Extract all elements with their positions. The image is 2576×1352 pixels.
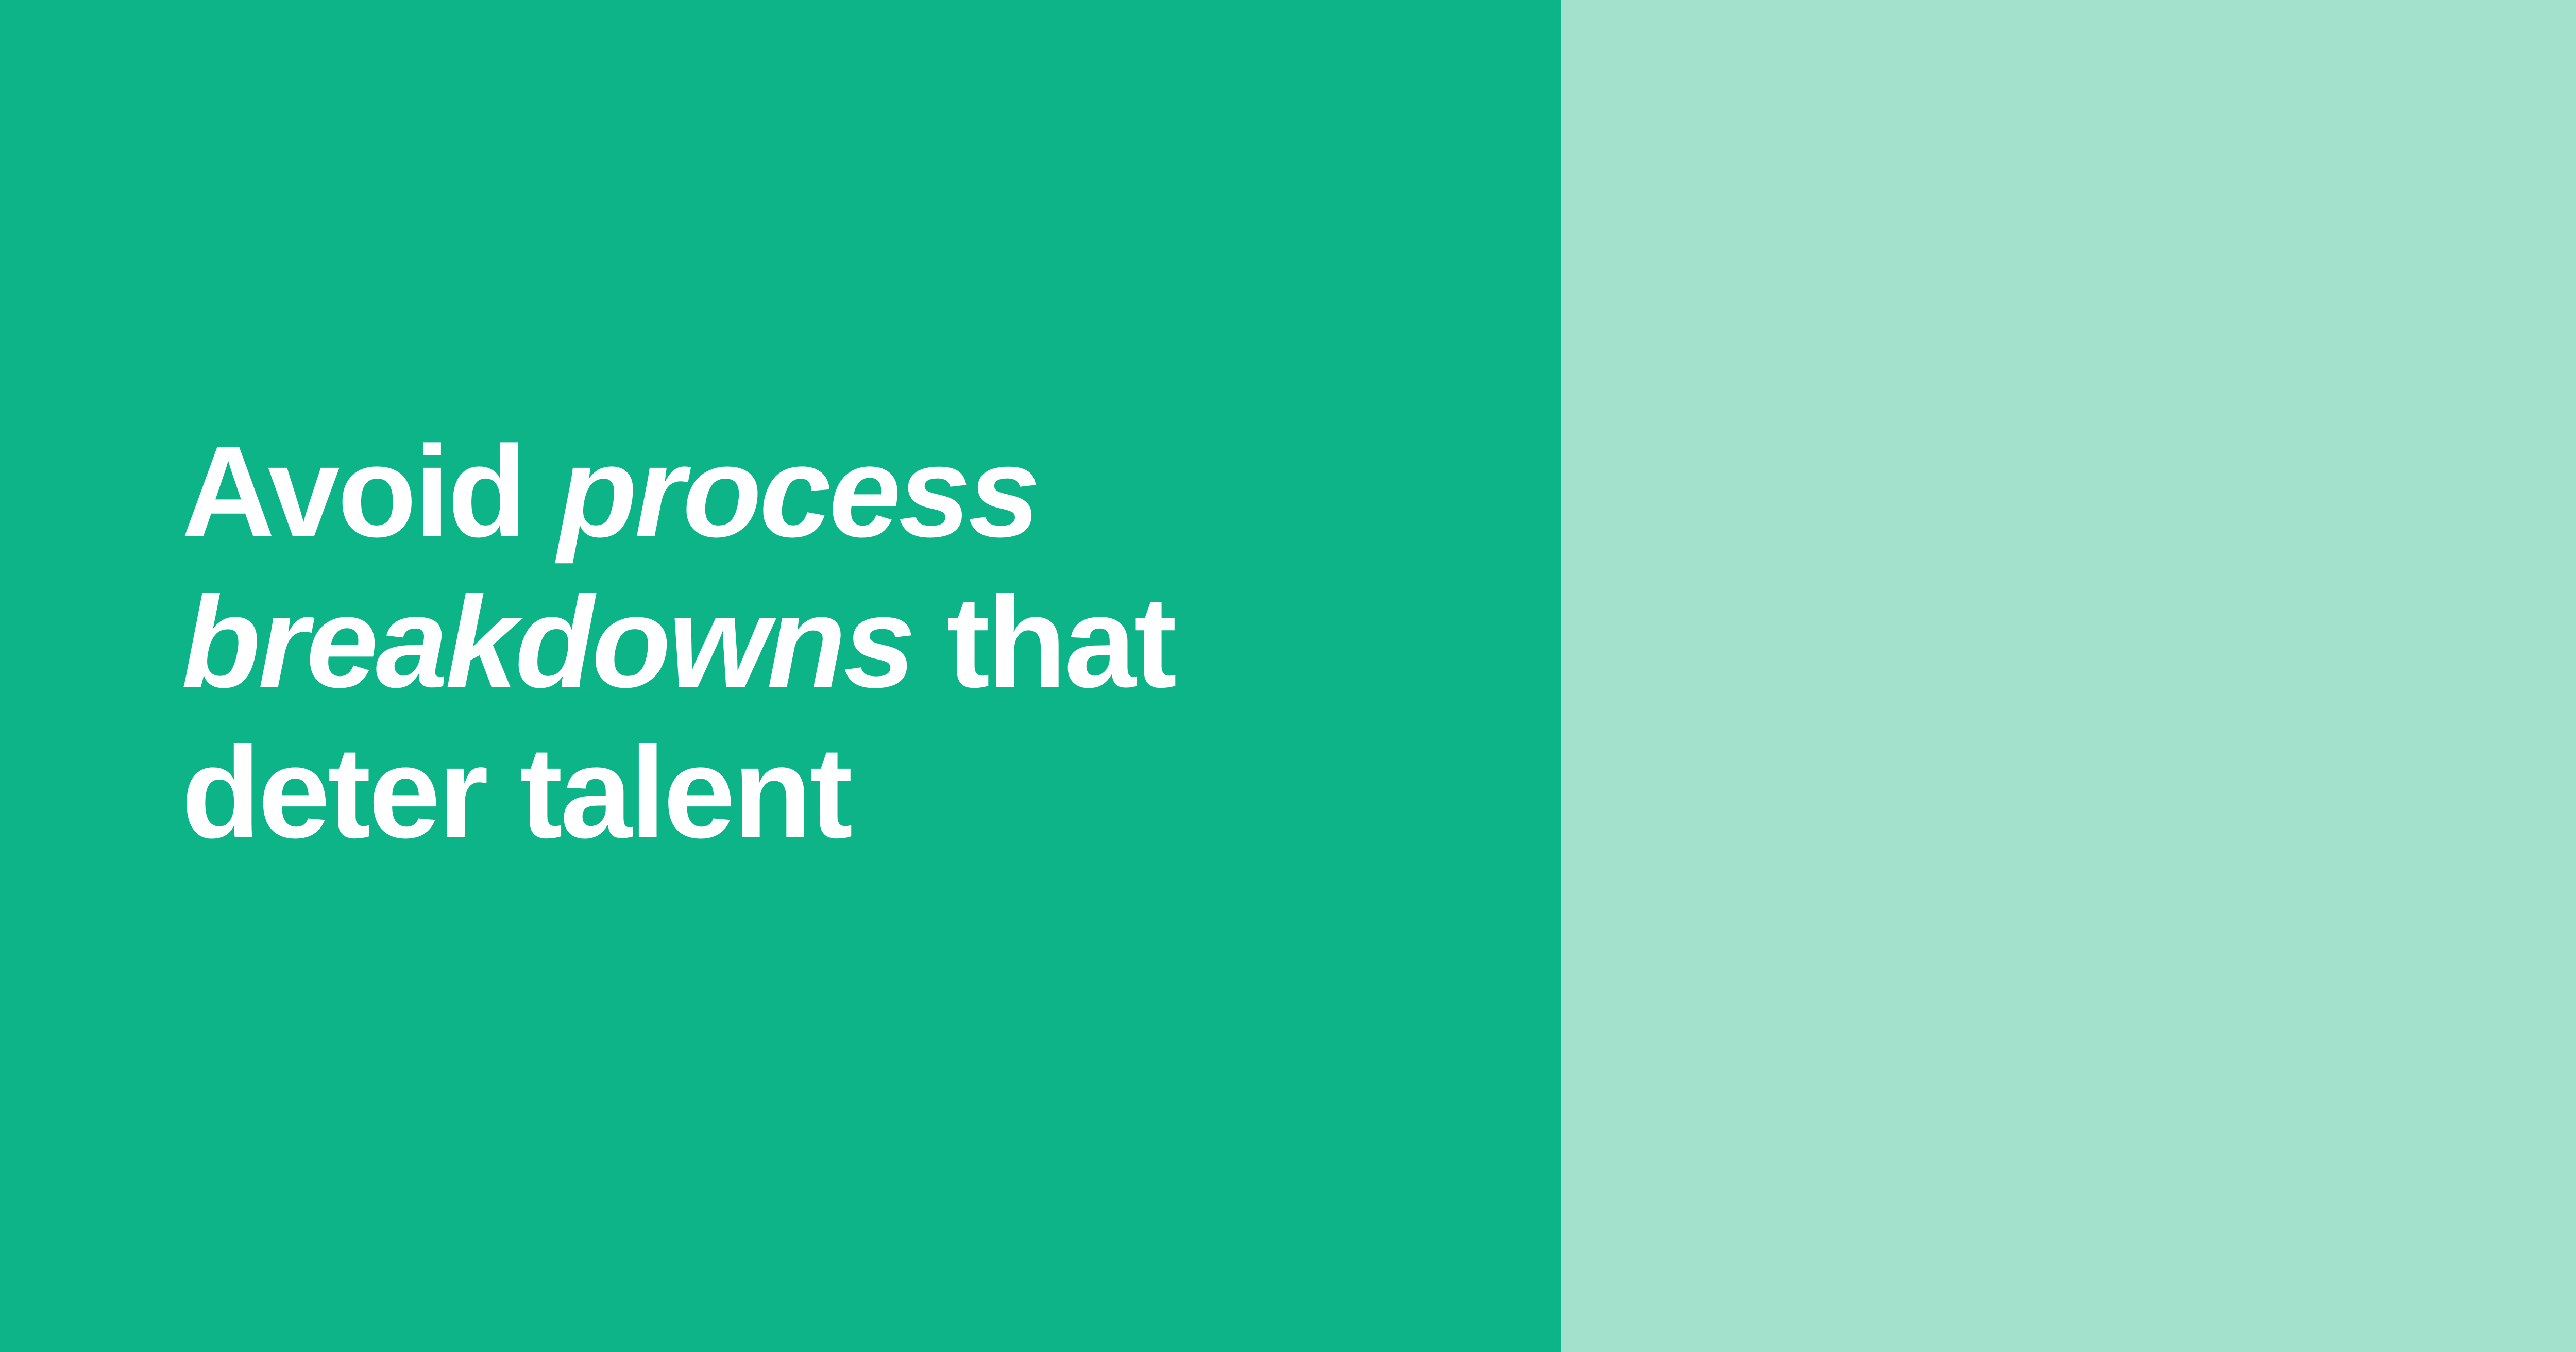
headline-text: deter talent [181,720,853,866]
headline-text: that [946,570,1177,715]
chart-panel-background: What is our pass-through rate for each s… [1561,0,2576,1352]
headline-line-3: deter talent [181,718,1418,868]
headline-line-1: Avoid process [181,417,1418,567]
headline: Avoid process breakdowns that deter tale… [181,417,1418,869]
headline-line-2: breakdowns that [181,567,1418,718]
hero-panel: Avoid process breakdowns that deter tale… [0,0,1561,1352]
headline-text: Avoid [181,419,527,564]
headline-text-italic: process [557,419,1041,564]
headline-text-italic: breakdowns [181,570,916,715]
